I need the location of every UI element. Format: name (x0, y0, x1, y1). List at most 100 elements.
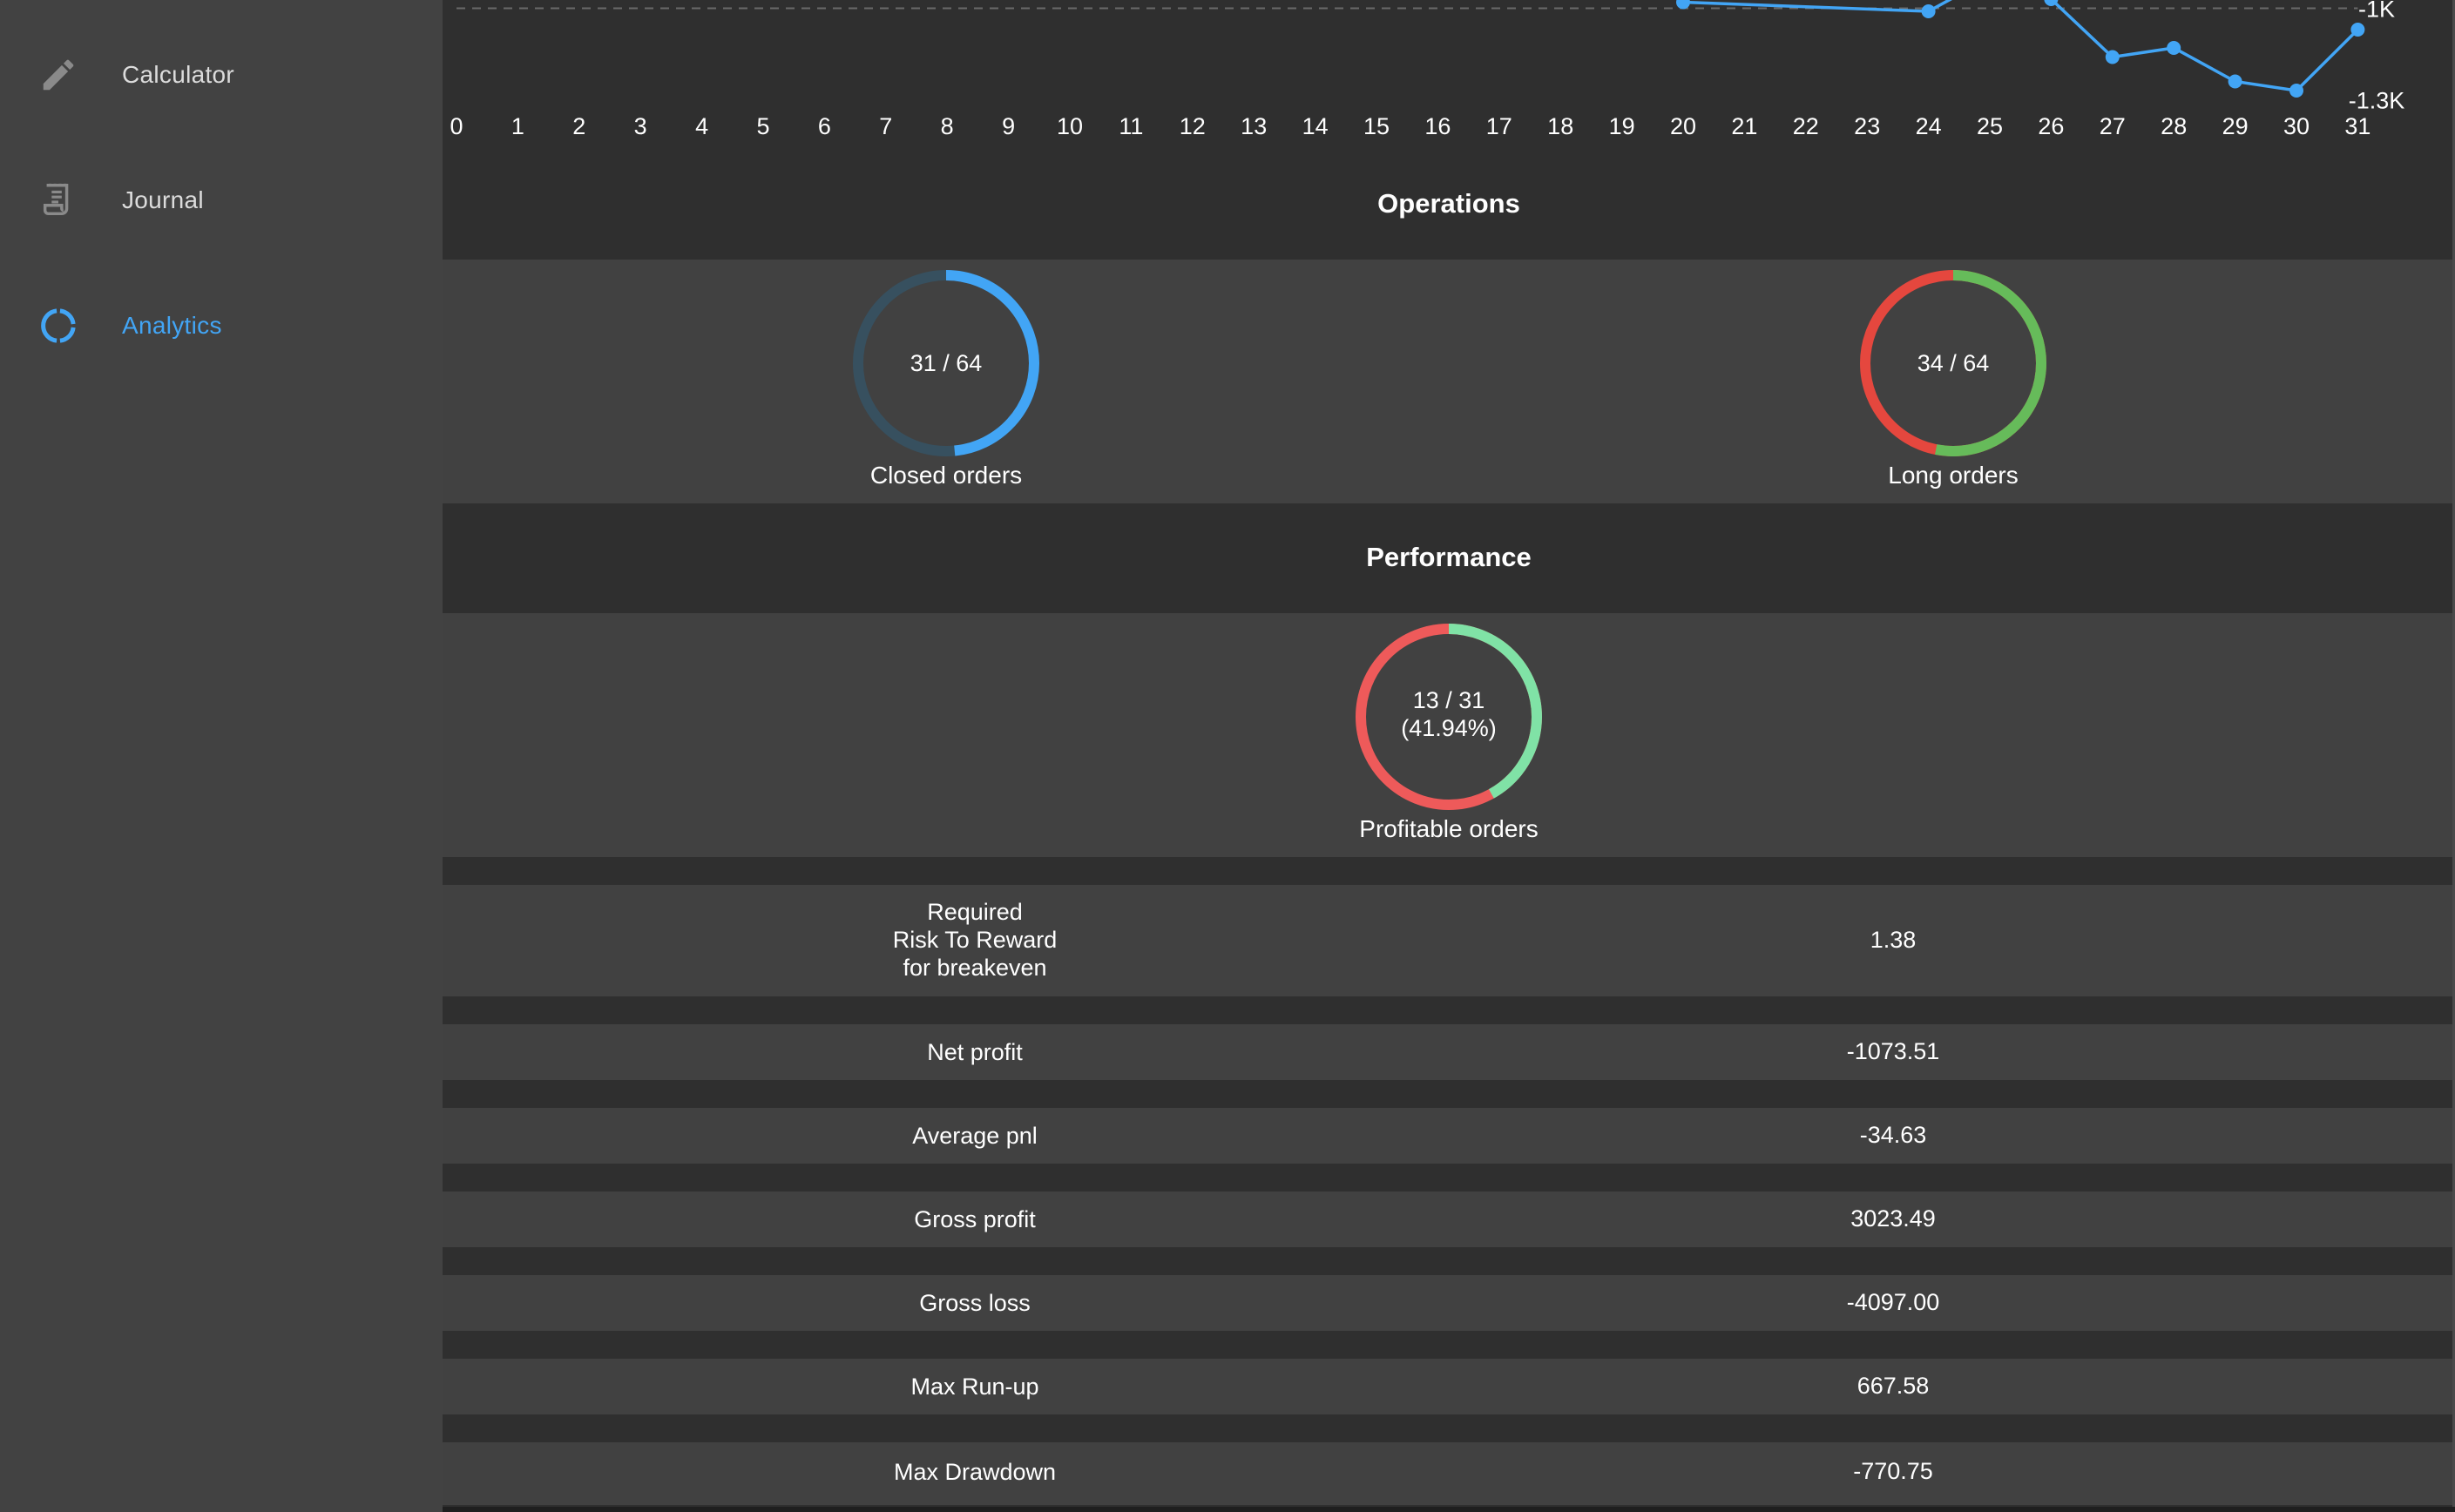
sidebar-item-label: Analytics (122, 312, 222, 339)
analytics-content: 0 1 2 3 4 5 6 7 8 9 10 11 12 13 14 15 16 17 18 19 20 21 22 23 24… (443, 0, 2455, 1512)
data-point (2350, 23, 2365, 37)
x-tick-label: 4 (695, 113, 708, 139)
donut-fill (1860, 270, 2046, 456)
closed-orders-count: 31 / 64 (910, 350, 983, 376)
x-tick-label: 29 (2222, 113, 2249, 139)
x-tick-label: 11 (1119, 113, 1143, 139)
metric-value: -34.63 (1859, 1122, 1927, 1148)
x-tick-label: 19 (1609, 113, 1635, 139)
x-tick-label: 9 (1002, 113, 1015, 139)
x-tick-label: 23 (1854, 113, 1880, 139)
x-tick-label: 17 (1486, 113, 1512, 139)
data-point (2105, 50, 2120, 64)
x-tick-label: 16 (1424, 113, 1451, 139)
y-tick-label: -1.3K (2349, 88, 2405, 114)
x-tick-label: 31 (2344, 113, 2370, 139)
x-tick-label: 10 (1057, 113, 1083, 139)
closed-orders-label: Closed orders (869, 462, 1023, 489)
long-orders-count: 34 / 64 (1917, 350, 1990, 376)
closed-orders-donut (853, 270, 1039, 456)
x-tick-label: 12 (1180, 113, 1206, 139)
metric-value: 3023.49 (1850, 1205, 1936, 1232)
sidebar-item-label: Journal (122, 186, 204, 213)
metric-label: Net profit (927, 1039, 1023, 1065)
metric-value: -4097.00 (1846, 1289, 1940, 1315)
x-tick-label: 2 (572, 113, 585, 139)
series-line (1682, 0, 2359, 92)
data-point (1676, 0, 1690, 10)
chart-points (1676, 0, 2365, 98)
long-orders-donut (1860, 270, 2046, 456)
pnl-line-chart: 0 1 2 3 4 5 6 7 8 9 10 11 12 13 14 15 16 17 18 19 20 21 22 23 24… (450, 0, 2405, 139)
x-tick-label: 1 (511, 113, 524, 139)
metric-row: Max Drawdown -770.75 (443, 1442, 2455, 1505)
donut-fill (853, 270, 1039, 456)
metric-row: Average pnl -34.63 (443, 1108, 2455, 1164)
x-tick-label: 6 (818, 113, 831, 139)
x-tick-label: 26 (2038, 113, 2064, 139)
sidebar-item-analytics[interactable]: Analytics (0, 263, 443, 388)
x-tick-label: 15 (1363, 113, 1390, 139)
long-orders-label: Long orders (1888, 462, 2019, 489)
window-edge (2452, 0, 2455, 1512)
sidebar: Calculator Journal Analytics (0, 0, 443, 1512)
profitable-orders-donut (1356, 624, 1542, 810)
sidebar-item-journal[interactable]: Journal (0, 138, 443, 263)
metric-label: Gross profit (914, 1206, 1036, 1232)
metric-label: Average pnl (912, 1123, 1038, 1149)
data-point (1921, 4, 1936, 18)
metric-label: Max Run-up (910, 1374, 1039, 1400)
metric-label: Required Risk To Reward for breakeven (892, 899, 1058, 981)
y-tick-label: -1K (2358, 0, 2395, 23)
chart-y-ticks: -1K -1.3K (2349, 0, 2405, 114)
donut-chart-icon (41, 308, 76, 343)
operations-panel: 31 / 64 Closed orders 34 / 64 Long order… (443, 260, 2455, 503)
window-bottom-edge (443, 1507, 2455, 1512)
x-tick-label: 18 (1547, 113, 1573, 139)
metric-value: -770.75 (1853, 1458, 1933, 1484)
chart-series-line (1682, 0, 2359, 92)
data-point (2289, 84, 2303, 98)
operations-title: Operations (1377, 188, 1520, 219)
profitable-orders-count: 13 / 31 (41.94%) (1352, 686, 1545, 742)
x-tick-label: 5 (756, 113, 769, 139)
metric-row: Gross loss -4097.00 (443, 1275, 2455, 1331)
profitable-orders-percent: (41.94%) (1401, 715, 1497, 741)
x-tick-label: 20 (1670, 113, 1696, 139)
x-tick-label: 14 (1302, 113, 1329, 139)
x-tick-label: 22 (1793, 113, 1819, 139)
metric-value: 667.58 (1856, 1373, 1930, 1399)
x-tick-label: 24 (1916, 113, 1942, 139)
metric-label: Max Drawdown (893, 1459, 1057, 1485)
metric-row: Max Run-up 667.58 (443, 1359, 2455, 1414)
x-tick-label: 27 (2100, 113, 2126, 139)
receipt-icon (43, 183, 69, 216)
x-tick-label: 21 (1731, 113, 1757, 139)
performance-title: Performance (1366, 542, 1532, 572)
x-tick-label: 13 (1241, 113, 1267, 139)
donut-fill (1356, 624, 1542, 810)
pencil-icon (43, 59, 74, 91)
x-tick-label: 0 (450, 113, 463, 139)
profitable-orders-ratio: 13 / 31 (1412, 687, 1485, 713)
metric-value: 1.38 (1870, 927, 1917, 953)
sidebar-item-calculator[interactable]: Calculator (0, 12, 443, 138)
metric-row: Gross profit 3023.49 (443, 1191, 2455, 1247)
x-tick-label: 25 (1977, 113, 2003, 139)
x-tick-label: 30 (2283, 113, 2310, 139)
chart-x-ticks: 0 1 2 3 4 5 6 7 8 9 10 11 12 13 14 15 16 17 18 19 20 21 22 23 24… (450, 113, 2370, 139)
x-tick-label: 7 (879, 113, 892, 139)
metric-value: -1073.51 (1846, 1038, 1940, 1064)
profitable-orders-label: Profitable orders (1359, 815, 1539, 842)
metric-row: Net profit -1073.51 (443, 1024, 2455, 1080)
metric-row: Required Risk To Reward for breakeven 1.… (443, 885, 2455, 996)
x-tick-label: 28 (2161, 113, 2187, 139)
data-point (2044, 0, 2059, 6)
metric-label: Gross loss (919, 1290, 1031, 1316)
performance-panel: 13 / 31 (41.94%) Profitable orders (443, 613, 2455, 857)
sidebar-item-label: Calculator (122, 61, 235, 88)
data-point (2228, 74, 2242, 89)
x-tick-label: 8 (941, 113, 954, 139)
data-point (2167, 41, 2181, 55)
x-tick-label: 3 (634, 113, 647, 139)
